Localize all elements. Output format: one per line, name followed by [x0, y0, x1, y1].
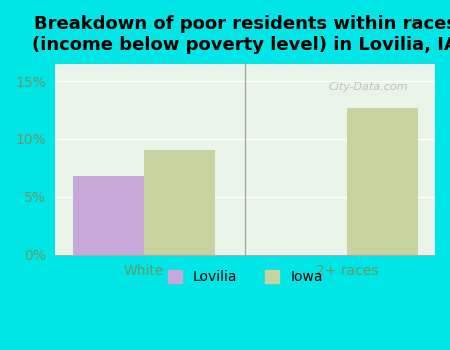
Text: City-Data.com: City-Data.com	[329, 82, 408, 92]
Bar	[73, 176, 144, 255]
Title: Breakdown of poor residents within races
(income below poverty level) in Lovilia: Breakdown of poor residents within races…	[32, 15, 450, 54]
Bar	[144, 150, 215, 255]
Legend: Lovilia, Iowa: Lovilia, Iowa	[162, 265, 328, 290]
Bar	[346, 108, 418, 255]
